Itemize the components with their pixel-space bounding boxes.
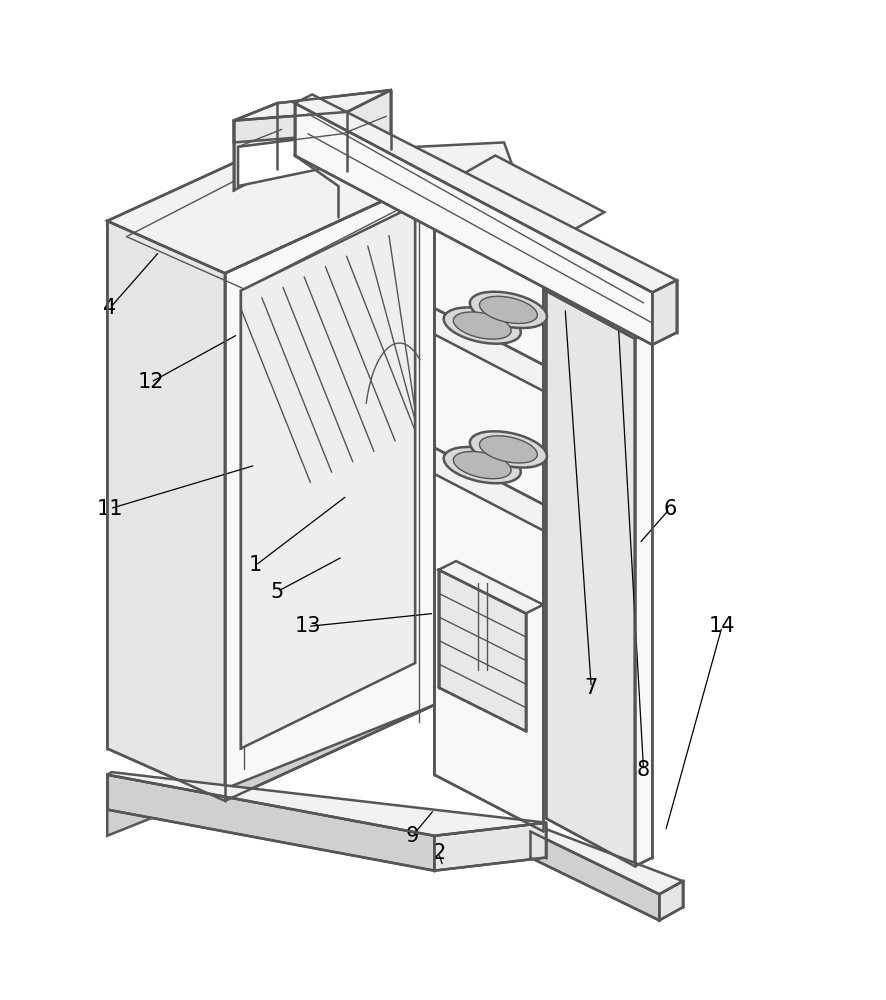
Polygon shape bbox=[635, 330, 652, 866]
Ellipse shape bbox=[444, 307, 521, 344]
Polygon shape bbox=[530, 827, 683, 894]
Polygon shape bbox=[416, 142, 539, 238]
Polygon shape bbox=[107, 221, 225, 801]
Polygon shape bbox=[434, 308, 543, 391]
Polygon shape bbox=[652, 280, 677, 345]
Text: 5: 5 bbox=[271, 582, 284, 602]
Polygon shape bbox=[546, 291, 635, 866]
Polygon shape bbox=[659, 881, 683, 920]
Polygon shape bbox=[434, 156, 604, 247]
Polygon shape bbox=[234, 103, 277, 190]
Polygon shape bbox=[107, 772, 546, 836]
Polygon shape bbox=[107, 775, 434, 871]
Polygon shape bbox=[107, 125, 434, 273]
Polygon shape bbox=[225, 177, 434, 801]
Polygon shape bbox=[530, 831, 659, 920]
Text: 13: 13 bbox=[294, 616, 321, 636]
Polygon shape bbox=[295, 94, 677, 292]
Text: 14: 14 bbox=[709, 616, 735, 636]
Text: 1: 1 bbox=[249, 555, 262, 575]
Ellipse shape bbox=[470, 292, 547, 328]
Polygon shape bbox=[238, 134, 343, 186]
Text: 7: 7 bbox=[585, 678, 598, 698]
Polygon shape bbox=[434, 823, 546, 871]
Ellipse shape bbox=[454, 452, 511, 479]
Polygon shape bbox=[241, 205, 416, 749]
Ellipse shape bbox=[454, 312, 511, 339]
Ellipse shape bbox=[444, 447, 521, 483]
Text: 2: 2 bbox=[432, 843, 446, 863]
Text: 11: 11 bbox=[97, 499, 123, 519]
Ellipse shape bbox=[470, 431, 547, 468]
Ellipse shape bbox=[479, 296, 537, 323]
Text: 8: 8 bbox=[637, 760, 650, 780]
Polygon shape bbox=[546, 286, 652, 339]
Ellipse shape bbox=[479, 436, 537, 463]
Text: 9: 9 bbox=[406, 826, 419, 846]
Polygon shape bbox=[439, 561, 543, 613]
Text: 6: 6 bbox=[663, 499, 676, 519]
Text: 4: 4 bbox=[104, 298, 116, 318]
Polygon shape bbox=[234, 90, 391, 121]
Polygon shape bbox=[107, 705, 434, 836]
Polygon shape bbox=[434, 448, 543, 531]
Polygon shape bbox=[552, 265, 570, 293]
Polygon shape bbox=[546, 278, 635, 334]
Polygon shape bbox=[234, 112, 347, 142]
Polygon shape bbox=[295, 103, 652, 345]
Polygon shape bbox=[439, 570, 526, 731]
Text: 12: 12 bbox=[137, 372, 164, 392]
Polygon shape bbox=[434, 190, 543, 831]
Polygon shape bbox=[347, 90, 391, 171]
